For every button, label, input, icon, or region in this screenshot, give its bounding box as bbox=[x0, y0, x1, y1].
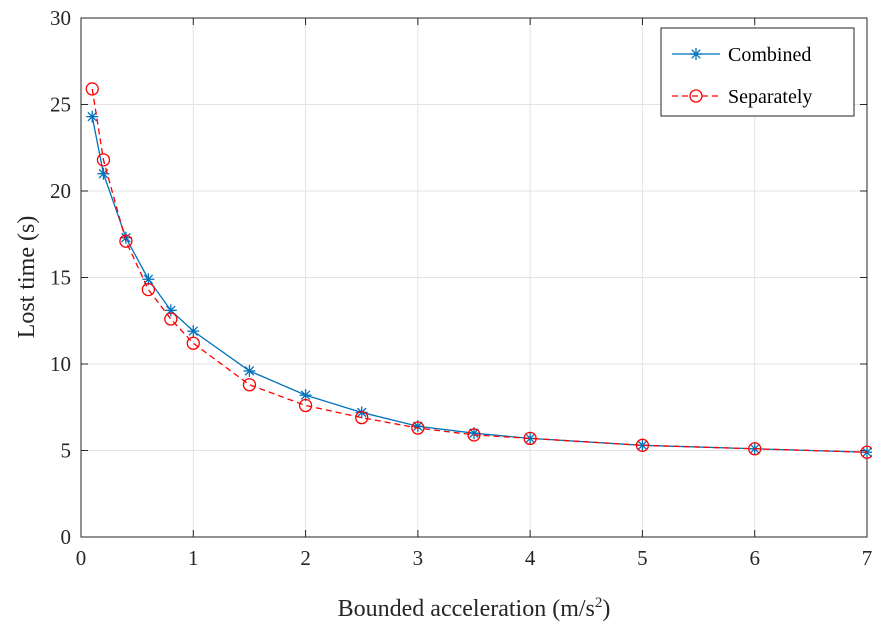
data-point-combined bbox=[299, 389, 312, 402]
legend: Combined Separately bbox=[660, 27, 855, 117]
legend-marker-separately bbox=[689, 89, 703, 103]
data-point-separately bbox=[85, 82, 99, 96]
legend-item-separately: Separately bbox=[672, 86, 812, 108]
y-tick-label: 10 bbox=[50, 352, 71, 376]
x-tick-label: 7 bbox=[862, 546, 872, 570]
x-axis-title-main: Bounded acceleration (m/s bbox=[338, 596, 595, 622]
x-tick-label: 3 bbox=[413, 546, 424, 570]
x-tick-label: 0 bbox=[76, 546, 87, 570]
series-line-combined bbox=[91, 116, 868, 453]
data-point-combined bbox=[97, 167, 110, 180]
x-tick-label: 1 bbox=[188, 546, 199, 570]
y-tick-label: 15 bbox=[50, 266, 71, 290]
x-axis-title: Bounded acceleration (m/s2) bbox=[338, 595, 611, 622]
data-point-separately bbox=[523, 431, 537, 446]
legend-label-separately: Separately bbox=[728, 86, 812, 108]
legend-item-combined: Combined bbox=[672, 44, 811, 66]
data-point-separately bbox=[748, 442, 762, 456]
series-layer bbox=[85, 82, 872, 459]
legend-label-combined: Combined bbox=[728, 44, 811, 66]
x-tick-label: 6 bbox=[749, 546, 760, 570]
y-tick-label: 20 bbox=[50, 179, 71, 203]
data-point-separately bbox=[467, 428, 481, 442]
data-point-combined bbox=[243, 364, 256, 377]
x-tick-label: 4 bbox=[525, 546, 536, 570]
data-point-separately bbox=[141, 282, 156, 297]
axis-ticks: 0 1 2 3 4 5 6 7 0 5 10 15 20 25 30 bbox=[50, 6, 872, 570]
data-point-separately bbox=[119, 234, 133, 248]
data-point-separately bbox=[298, 398, 313, 413]
data-point-combined bbox=[187, 325, 200, 338]
y-tick-label: 30 bbox=[50, 6, 71, 30]
data-point-separately bbox=[860, 445, 872, 459]
data-point-separately bbox=[242, 378, 257, 392]
x-tick-label: 2 bbox=[300, 546, 311, 570]
y-axis-title: Lost time (s) bbox=[14, 216, 40, 339]
y-tick-label: 0 bbox=[61, 525, 72, 549]
x-axis-title-close: ) bbox=[602, 596, 610, 622]
series-separately bbox=[85, 82, 872, 459]
data-point-separately bbox=[96, 153, 111, 167]
data-point-separately bbox=[186, 336, 200, 350]
y-tick-label: 25 bbox=[50, 93, 71, 117]
data-point-separately bbox=[635, 438, 650, 452]
data-point-combined bbox=[86, 110, 99, 123]
x-tick-label: 5 bbox=[637, 546, 648, 570]
data-point-separately bbox=[411, 421, 425, 435]
x-axis-title-superscript: 2 bbox=[595, 595, 603, 611]
data-point-combined bbox=[119, 231, 132, 244]
y-tick-label: 5 bbox=[61, 439, 72, 463]
legend-marker-combined bbox=[690, 48, 702, 60]
series-combined bbox=[86, 110, 872, 459]
data-point-separately bbox=[355, 410, 369, 425]
series-line-separately bbox=[91, 88, 868, 453]
data-point-separately bbox=[164, 312, 178, 326]
